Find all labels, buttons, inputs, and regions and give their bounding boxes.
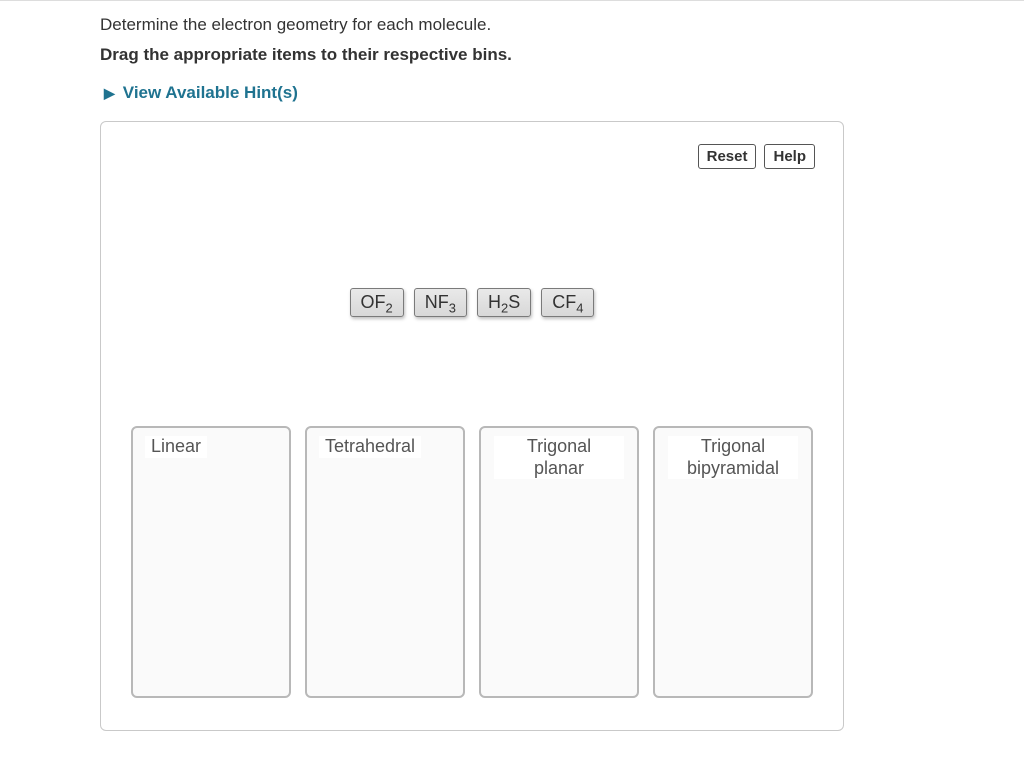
question-prompt: Determine the electron geometry for each… [100,15,924,35]
bin-tetrahedral[interactable]: Tetrahedral [305,426,465,698]
chevron-right-icon: ▶ [104,85,115,102]
bin-label: Tetrahedral [319,436,421,458]
bin-label: Trigonal bipyramidal [668,436,798,479]
drag-item-h2s[interactable]: H2S [477,288,531,317]
drag-drop-workspace: Reset Help OF2 NF3 H2S CF4 Linear Tetrah… [100,121,844,731]
bin-linear[interactable]: Linear [131,426,291,698]
help-button[interactable]: Help [764,144,815,169]
bin-trigonal-bipyramidal[interactable]: Trigonal bipyramidal [653,426,813,698]
bin-trigonal-planar[interactable]: Trigonal planar [479,426,639,698]
hints-label: View Available Hint(s) [123,83,298,103]
question-content: Determine the electron geometry for each… [0,1,924,731]
bin-label: Linear [145,436,207,458]
workspace-toolbar: Reset Help [698,144,815,169]
drag-instruction: Drag the appropriate items to their resp… [100,45,924,65]
drag-item-nf3[interactable]: NF3 [414,288,467,317]
drag-item-cf4[interactable]: CF4 [541,288,594,317]
drag-item-of2[interactable]: OF2 [350,288,404,317]
reset-button[interactable]: Reset [698,144,757,169]
draggable-items-row: OF2 NF3 H2S CF4 [101,288,843,317]
view-hints-toggle[interactable]: ▶ View Available Hint(s) [104,83,298,103]
bin-label: Trigonal planar [494,436,624,479]
bins-row: Linear Tetrahedral Trigonal planar Trigo… [131,426,813,698]
